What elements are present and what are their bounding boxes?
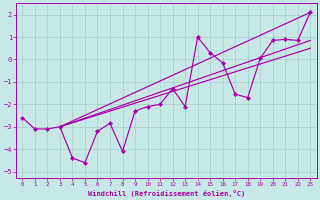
X-axis label: Windchill (Refroidissement éolien,°C): Windchill (Refroidissement éolien,°C) xyxy=(88,190,245,197)
